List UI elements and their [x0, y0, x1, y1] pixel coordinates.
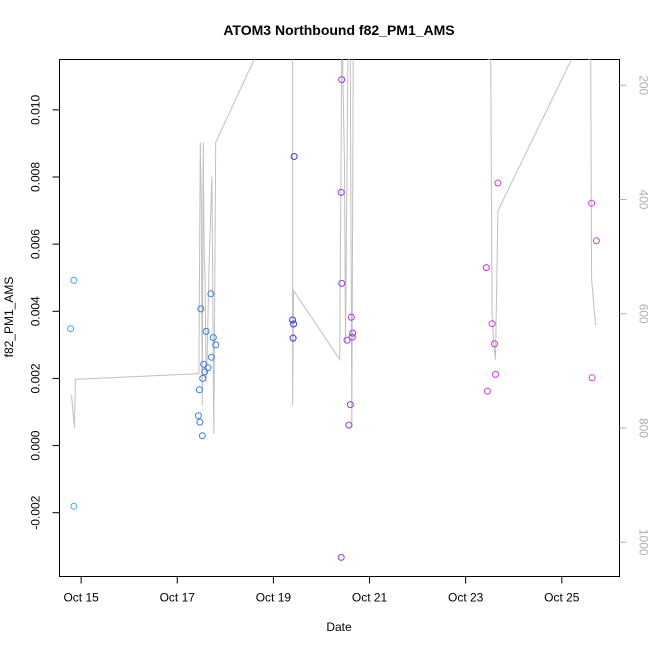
data-point [338, 76, 346, 84]
secondary-y-tick-label: 400 [637, 189, 650, 209]
data-point [482, 264, 490, 272]
y-tick-label: 0.010 [29, 95, 43, 125]
data-point [197, 305, 205, 313]
x-tick-label: Oct 21 [352, 591, 388, 605]
secondary-line-0 [71, 59, 255, 434]
data-points [67, 76, 600, 561]
data-point [289, 334, 297, 342]
data-point [343, 336, 351, 344]
data-point [588, 199, 596, 207]
secondary-line-2 [487, 59, 572, 360]
y-tick-label: -0.002 [29, 495, 43, 529]
secondary-y-axis: 200 400 600 800 1000 [619, 75, 650, 556]
data-point [67, 325, 75, 333]
data-point [337, 553, 345, 561]
y-axis: -0.002 0.000 0.002 0.004 0.006 0.008 0.010 [29, 95, 60, 530]
data-point [196, 418, 204, 426]
data-point [70, 502, 78, 510]
y-tick-label: 0.000 [29, 430, 43, 460]
data-point [338, 279, 346, 287]
x-tick-label: Oct 15 [63, 591, 99, 605]
secondary-y-tick-label: 200 [637, 75, 650, 95]
data-point [349, 329, 357, 337]
secondary-y-tick-label: 800 [637, 418, 650, 438]
x-tick-label: Oct 25 [544, 591, 580, 605]
x-tick-label: Oct 19 [256, 591, 292, 605]
data-point [202, 327, 210, 335]
data-point [290, 320, 298, 328]
y-tick-label: 0.004 [29, 296, 43, 326]
data-point [491, 340, 498, 348]
plot-frame [59, 59, 620, 577]
data-point [198, 432, 206, 440]
data-point [195, 386, 203, 394]
data-point [492, 370, 499, 378]
secondary-y-tick-label: 600 [637, 304, 650, 324]
data-point [289, 316, 297, 324]
data-point [483, 387, 491, 395]
data-point [194, 412, 202, 420]
x-axis-label: Date [326, 620, 352, 634]
data-point [337, 188, 345, 196]
y-tick-label: 0.002 [29, 363, 43, 393]
data-point [70, 276, 78, 284]
data-point [207, 353, 215, 361]
data-point [200, 360, 208, 368]
x-axis: Oct 15 Oct 17 Oct 19 Oct 21 Oct 23 Oct 25 [63, 576, 580, 605]
secondary-line-3 [588, 59, 596, 326]
chart-title: ATOM3 Northbound f82_PM1_AMS [223, 22, 454, 38]
secondary-line-1 [292, 59, 354, 429]
secondary-y-tick-label: 1000 [637, 529, 650, 556]
data-point [346, 401, 354, 409]
data-point [345, 421, 353, 429]
x-tick-label: Oct 17 [160, 591, 196, 605]
data-point [348, 333, 356, 341]
data-point [588, 374, 596, 382]
x-tick-label: Oct 23 [448, 591, 484, 605]
secondary-series-lines [71, 59, 596, 434]
data-point [199, 374, 207, 382]
data-point [204, 364, 212, 372]
data-point [592, 237, 600, 245]
y-tick-label: 0.008 [29, 162, 43, 192]
data-point [207, 290, 215, 298]
data-point [290, 153, 298, 160]
data-point [212, 341, 220, 349]
data-point [347, 313, 355, 321]
data-point [494, 179, 502, 187]
y-axis-label: f82_PM1_AMS [2, 277, 16, 358]
data-point [209, 334, 217, 341]
data-point [488, 320, 496, 328]
y-tick-label: 0.006 [29, 229, 43, 259]
